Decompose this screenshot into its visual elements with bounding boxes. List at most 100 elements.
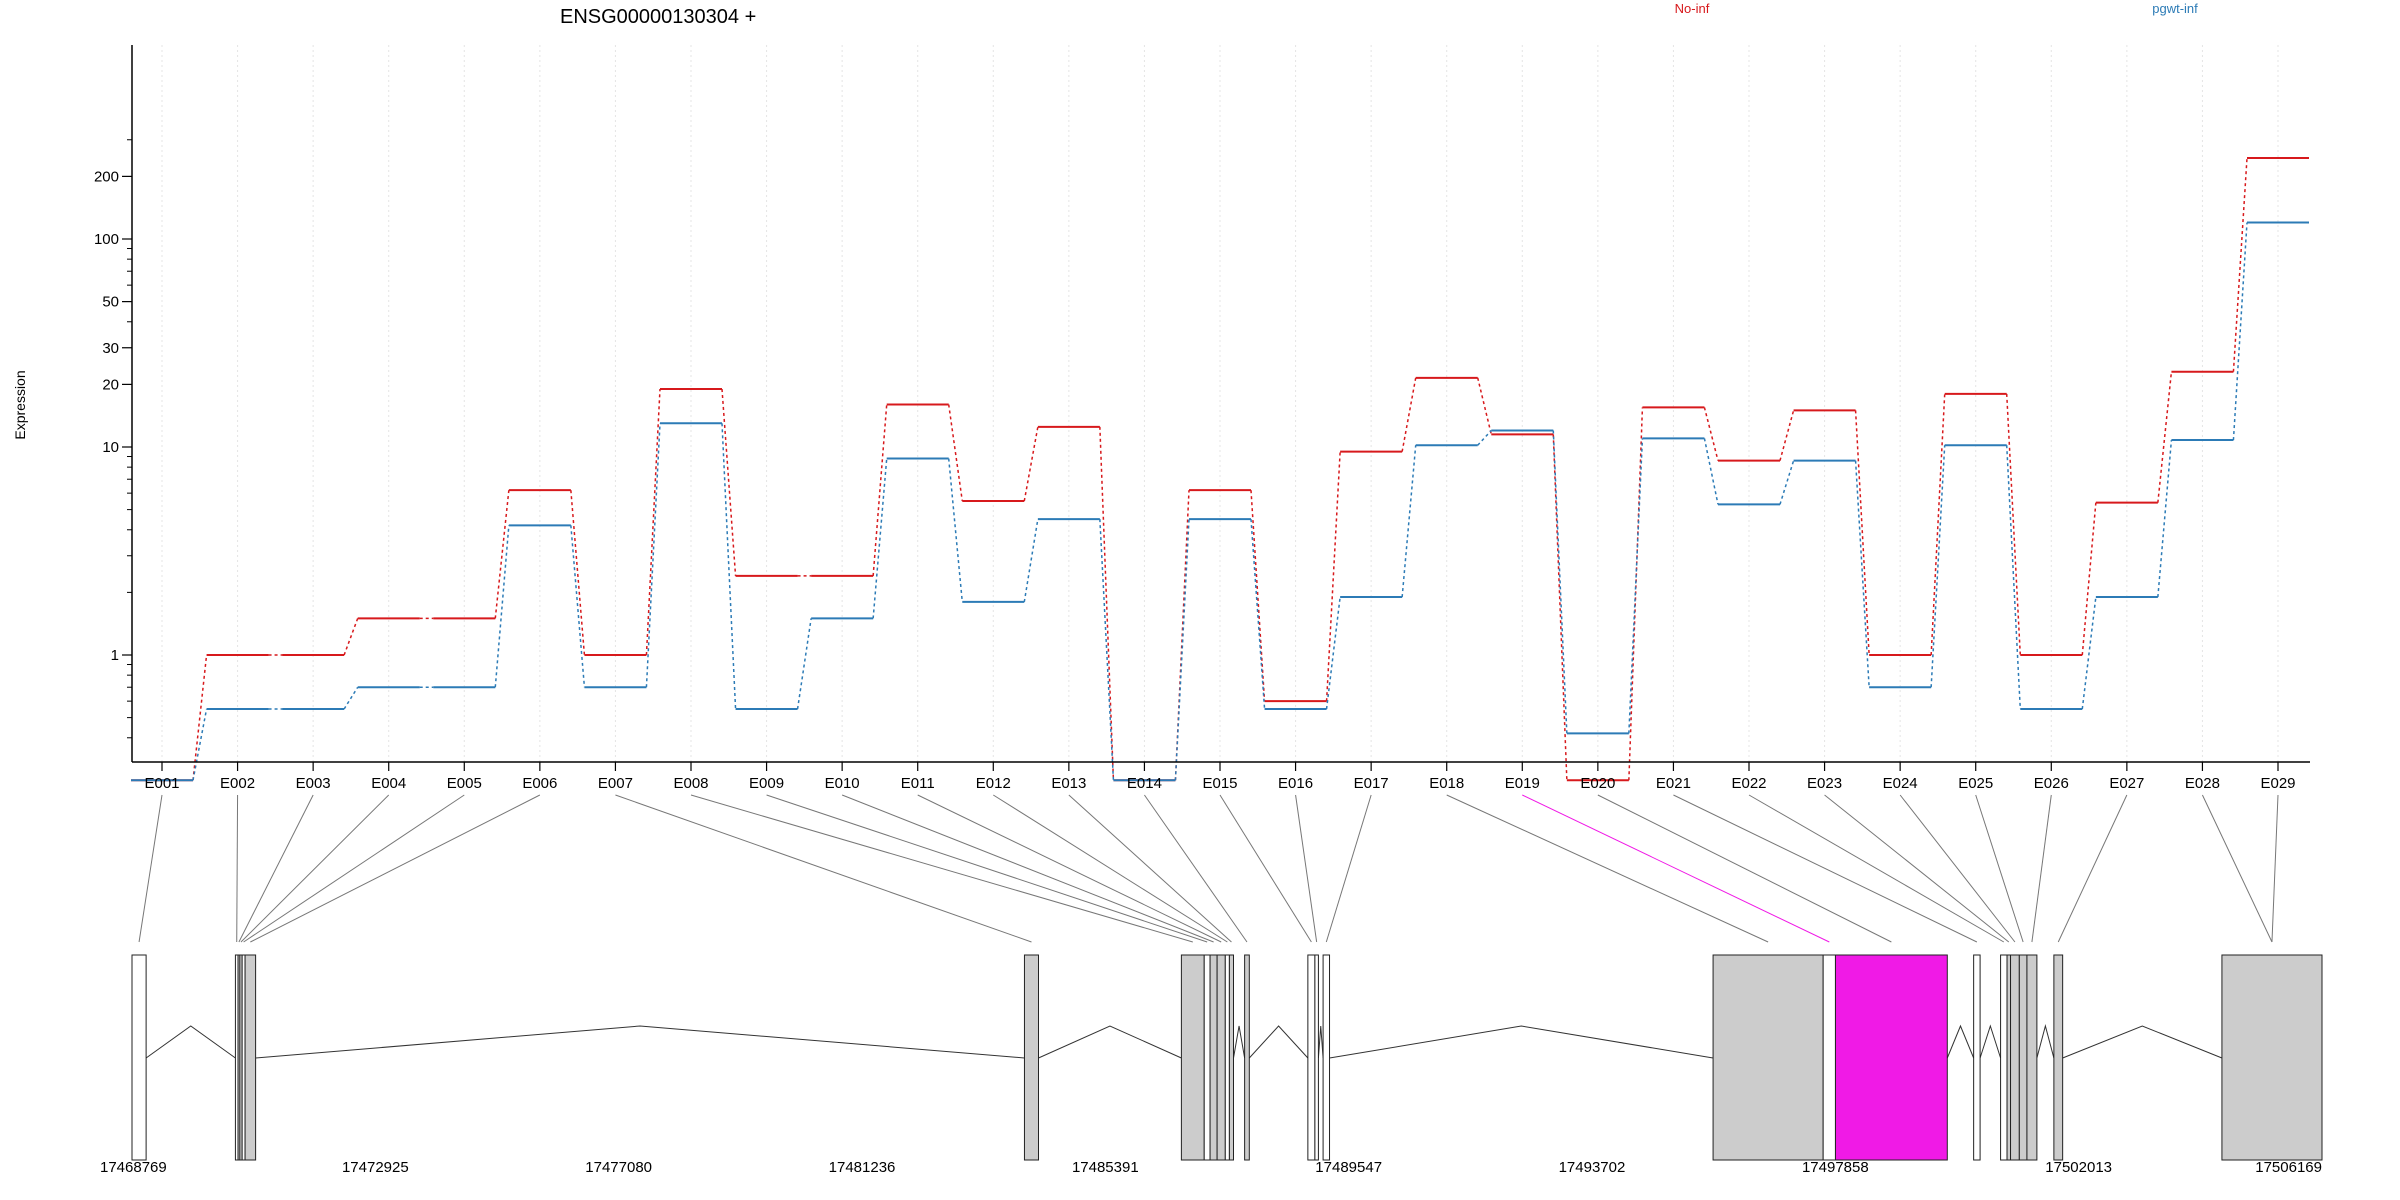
- series-connector: [947, 404, 964, 502]
- bin-to-exon-connector: [1219, 794, 1312, 943]
- series-connector: [1930, 393, 1946, 656]
- exon-box-E019: [1822, 954, 1836, 1161]
- x-tick-label: E002: [220, 775, 255, 792]
- series-connector: [1023, 426, 1039, 502]
- series-connector: [721, 423, 737, 710]
- genomic-coordinate-axis: 17468769 17472925 17477080 17481236 17485391…: [100, 1159, 2322, 1176]
- intron-line: [1946, 1024, 1975, 1059]
- exon-box-E025: [2018, 954, 2028, 1161]
- intron-line: [1979, 1024, 2002, 1059]
- series-pgwt-inf: [131, 221, 2309, 782]
- bin-to-exon-connector: [240, 794, 390, 943]
- series-connector: [947, 458, 964, 602]
- x-tick-label: E007: [598, 775, 633, 792]
- intron-line: [1248, 1025, 1309, 1059]
- series-connector: [1023, 519, 1039, 603]
- series-layer: [131, 157, 2309, 782]
- series-connector: [1552, 430, 1568, 734]
- series-connector: [343, 618, 359, 656]
- x-tick-label: E026: [2034, 775, 2069, 792]
- series-connector: [1250, 490, 1266, 702]
- series-connector: [570, 490, 586, 656]
- coordinate-label: 17468769: [100, 1159, 167, 1176]
- exon-box-E023: [2006, 954, 2012, 1161]
- series-connector: [1779, 460, 1795, 505]
- x-tick-label: E029: [2260, 775, 2295, 792]
- series-connector: [1401, 445, 1417, 598]
- series-connector: [570, 525, 586, 688]
- bin-to-exon-connector: [1824, 794, 2010, 943]
- y-tick-label: 100: [94, 231, 119, 248]
- x-axis: E001 E002 E003 E004 E005 E006 E007 E008 E009 E010…: [132, 761, 2310, 792]
- bin-to-exon-connector: [1068, 794, 1232, 943]
- connector-layer: [138, 794, 2279, 943]
- series-connector: [1099, 519, 1115, 781]
- x-tick-label: E004: [371, 775, 406, 792]
- intron-line: [1038, 1025, 1182, 1059]
- bin-to-exon-connector: [2201, 794, 2273, 943]
- series-connector: [2081, 502, 2097, 656]
- coordinate-label: 17489547: [1315, 1159, 1382, 1176]
- series-connector: [1552, 434, 1568, 781]
- coordinate-label: 17485391: [1072, 1159, 1139, 1176]
- series-connector: [2232, 222, 2248, 441]
- exon-box-E016: [1314, 954, 1319, 1161]
- x-tick-label: E020: [1580, 775, 1615, 792]
- bin-to-exon-connector: [2031, 794, 2052, 943]
- series-connector: [192, 654, 208, 781]
- series-connector: [2081, 596, 2097, 710]
- exon-box-E007: [1023, 954, 1040, 1161]
- exon-box-E020: [1834, 954, 1948, 1161]
- series-connector: [1854, 410, 1870, 656]
- exon-box-E008: [1180, 954, 1205, 1161]
- x-tick-label: E005: [447, 775, 482, 792]
- series-connector: [1174, 519, 1190, 781]
- exon-box-E027: [2053, 954, 2064, 1161]
- intron-line: [255, 1025, 1025, 1059]
- series-connector: [1099, 426, 1115, 781]
- series-connector: [2005, 393, 2022, 656]
- bin-to-exon-connector: [1522, 794, 1830, 943]
- intron-line: [145, 1025, 236, 1059]
- exon-box-E021: [1973, 954, 1981, 1161]
- x-tick-label: E001: [144, 775, 179, 792]
- x-tick-label: E013: [1051, 775, 1086, 792]
- series-connector: [1325, 596, 1341, 710]
- grid-layer: [161, 45, 2279, 762]
- y-tick-label: 20: [102, 376, 119, 393]
- bin-to-exon-connector: [1975, 794, 2024, 943]
- series-connector: [2005, 445, 2022, 710]
- exon-box-E014: [1244, 954, 1250, 1161]
- exon-box-E009: [1203, 954, 1211, 1161]
- coordinate-label: 17472925: [342, 1159, 409, 1176]
- exon-box-E006: [244, 954, 257, 1161]
- chart-title: ENSG00000130304 +: [560, 6, 756, 28]
- y-axis: 1 10 20 30 50 100 200: [94, 45, 133, 762]
- bin-to-exon-connector: [1295, 794, 1318, 943]
- bin-to-exon-connector: [841, 794, 1214, 943]
- bin-to-exon-connector: [238, 794, 314, 943]
- bin-to-exon-connector: [2057, 794, 2128, 943]
- x-tick-label: E021: [1656, 775, 1691, 792]
- bin-to-exon-connector: [250, 794, 541, 943]
- coordinate-label: 17506169: [2255, 1159, 2322, 1176]
- series-connector: [192, 708, 208, 781]
- exon-box-E022: [2000, 954, 2008, 1161]
- coordinate-label: 17481236: [829, 1159, 896, 1176]
- exon-box-E024: [2010, 954, 2020, 1161]
- bin-to-exon-connector: [1673, 794, 1978, 943]
- x-tick-label: E027: [2109, 775, 2144, 792]
- intron-line: [1233, 1025, 1246, 1059]
- bin-to-exon-connector: [1446, 794, 1769, 943]
- x-tick-label: E009: [749, 775, 784, 792]
- intron-line: [2062, 1025, 2223, 1059]
- x-tick-label: E014: [1127, 775, 1162, 792]
- exon-box-E017: [1322, 954, 1331, 1161]
- x-tick-label: E017: [1354, 775, 1389, 792]
- bin-to-exon-connector: [1597, 794, 1892, 943]
- series-connector: [1476, 377, 1493, 435]
- series-connector: [2157, 439, 2173, 598]
- x-tick-label: E024: [1883, 775, 1918, 792]
- x-tick-label: E025: [1958, 775, 1993, 792]
- exon-box-E028: [2221, 954, 2323, 1161]
